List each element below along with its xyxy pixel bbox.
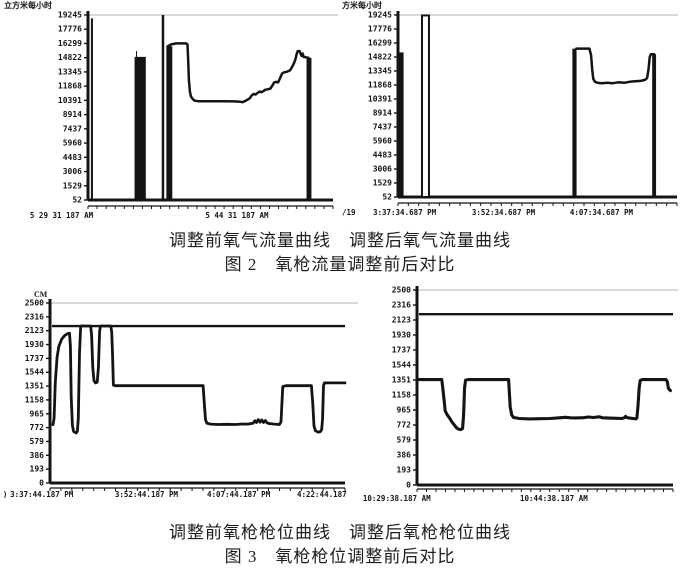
y-tick-label: 965 (397, 406, 412, 415)
chart-flow-before: 19245 17776 16299 14822 13345 11868 10391 8914 7… (0, 0, 340, 228)
y-tick-label: 1737 (25, 354, 44, 363)
y-tick-label: 2500 (392, 286, 411, 295)
y-tick-label: 11868 (368, 81, 392, 90)
y-tick-label: 3006 (373, 165, 392, 174)
series-curve (417, 378, 672, 432)
chart-canvas: 2500231621231930173715441351115896577257… (3, 290, 358, 499)
figure2-title: 图 2 氧枪流量调整前后对比 (224, 254, 456, 274)
y-tick-label: 14822 (368, 53, 392, 62)
chart-canvas: 2500231621231930173715441351115896577257… (363, 286, 678, 503)
y-tick-label: 2500 (25, 299, 44, 308)
y-tick-label: 19245 (58, 11, 82, 20)
y-tick-label: 0 (39, 479, 44, 488)
series-curve (575, 47, 656, 85)
chart-lance-after: 2500 2316 2123 1930 1737 1544 1351 1158 965 772 57… (360, 283, 680, 515)
figure2-caption-block: 调整前氧气流量曲线 调整后氧气流量曲线 图 2 氧枪流量调整前后对比 (0, 229, 680, 276)
y-tick-label: 7437 (63, 124, 82, 133)
data-bar (134, 56, 146, 201)
x-tick-label: 3:37:44.187 PM (10, 490, 74, 499)
data-bar (306, 57, 312, 200)
y-tick-label: 7437 (373, 123, 392, 132)
y-tick-label: 13345 (58, 67, 82, 76)
y-tick-label: 2123 (25, 326, 44, 335)
chart-lance-before: 2500 2316 2123 1930 1737 1544 1351 1158 965 772 57… (0, 283, 360, 515)
y-tick-label: 1351 (25, 382, 44, 391)
x-tick-label: 10:44:38.187 AM (520, 494, 588, 503)
axis-unit-label: 立方米每小时 (4, 0, 52, 10)
y-tick-label: 14822 (58, 53, 82, 62)
y-tick-label: 1351 (392, 376, 411, 385)
series-curve (51, 324, 347, 435)
x-tick-label: 4:07:44.187 PM (207, 490, 271, 499)
y-tick-label: 1544 (25, 368, 44, 377)
y-tick-label: 579 (397, 436, 412, 445)
axis-unit-label: 方米每小时 (342, 0, 382, 10)
y-tick-label: 1930 (392, 331, 411, 340)
y-tick-label: 386 (397, 451, 412, 460)
x-tick-label: 5 29 31 187 AM (30, 211, 94, 220)
y-tick-label: 3006 (63, 167, 82, 176)
chart-canvas: 19245 17776 16299 14822 13345 11868 10391 8914 7… (342, 0, 678, 217)
y-tick-label: 1544 (392, 361, 411, 370)
y-tick-label: 19245 (368, 11, 392, 20)
figure2-subcaptions: 调整前氧气流量曲线 调整后氧气流量曲线 (169, 231, 511, 250)
y-tick-label: 965 (30, 409, 45, 418)
y-tick-label: 13345 (368, 67, 392, 76)
y-tick-label: 1529 (63, 181, 82, 190)
x-tick-label: /19 (342, 208, 356, 217)
y-tick-label: 5960 (373, 137, 392, 146)
y-tick-label: 16299 (368, 39, 392, 48)
y-tick-label: 52 (72, 196, 82, 205)
y-tick-label: 5960 (63, 139, 82, 148)
x-tick-label: ) (3, 490, 8, 499)
y-tick-label: 17776 (368, 25, 392, 34)
data-bar (398, 52, 404, 197)
axis-unit-label: CM (34, 290, 48, 299)
y-tick-label: 1158 (25, 395, 44, 404)
y-tick-label: 16299 (58, 39, 82, 48)
y-tick-label: 579 (30, 437, 45, 446)
data-pulse-outline (420, 14, 430, 199)
y-tick-label: 1529 (373, 179, 392, 188)
y-tick-label: 1737 (392, 346, 411, 355)
y-tick-label: 193 (30, 465, 45, 474)
y-tick-label: 10391 (58, 96, 82, 105)
y-tick-label: 193 (397, 466, 412, 475)
y-tick-label: 1158 (392, 391, 411, 400)
x-tick-label: 3:37:34.687 PM (373, 208, 437, 217)
figure3-title: 图 3 氧枪枪位调整前后对比 (224, 546, 456, 566)
data-bar (572, 48, 577, 197)
y-tick-label: 386 (30, 451, 45, 460)
y-tick-label: 4483 (63, 153, 82, 162)
x-tick-label: 5 44 31 187 AM (205, 211, 269, 220)
series-curve (166, 42, 310, 202)
y-tick-label: 8914 (373, 109, 392, 118)
chart-canvas: 19245 17776 16299 14822 13345 11868 10391 8914 7… (4, 0, 338, 220)
x-tick-label: 3:52:44.187 PM (115, 490, 179, 499)
y-tick-label: 2123 (392, 316, 411, 325)
data-bar (652, 54, 657, 197)
x-tick-label: 4:22:44.187 (297, 490, 347, 499)
y-tick-label: 772 (30, 423, 45, 432)
y-tick-label: 11868 (58, 82, 82, 91)
y-tick-label: 2316 (392, 301, 411, 310)
y-tick-label: 2316 (25, 312, 44, 321)
y-tick-label: 1930 (25, 340, 44, 349)
data-bar (167, 46, 173, 200)
y-tick-label: 0 (406, 481, 411, 490)
y-tick-label: 52 (382, 193, 392, 202)
chart-flow-after: 19245 17776 16299 14822 13345 11868 10391 8914 7… (340, 0, 680, 228)
y-tick-label: 8914 (63, 110, 82, 119)
figure3-subcaptions: 调整前氧枪枪位曲线 调整后氧枪枪位曲线 (169, 523, 511, 542)
y-tick-label: 17776 (58, 25, 82, 34)
x-tick-label: 4:07:34.687 PM (570, 208, 634, 217)
x-tick-label: 10:29:38.187 AM (363, 494, 431, 503)
x-tick-label: 3:52:34.687 PM (472, 208, 536, 217)
y-tick-label: 4483 (373, 151, 392, 160)
y-tick-label: 10391 (368, 95, 392, 104)
y-tick-label: 772 (397, 421, 412, 430)
figure3-caption-block: 调整前氧枪枪位曲线 调整后氧枪枪位曲线 图 3 氧枪枪位调整前后对比 (0, 521, 680, 568)
